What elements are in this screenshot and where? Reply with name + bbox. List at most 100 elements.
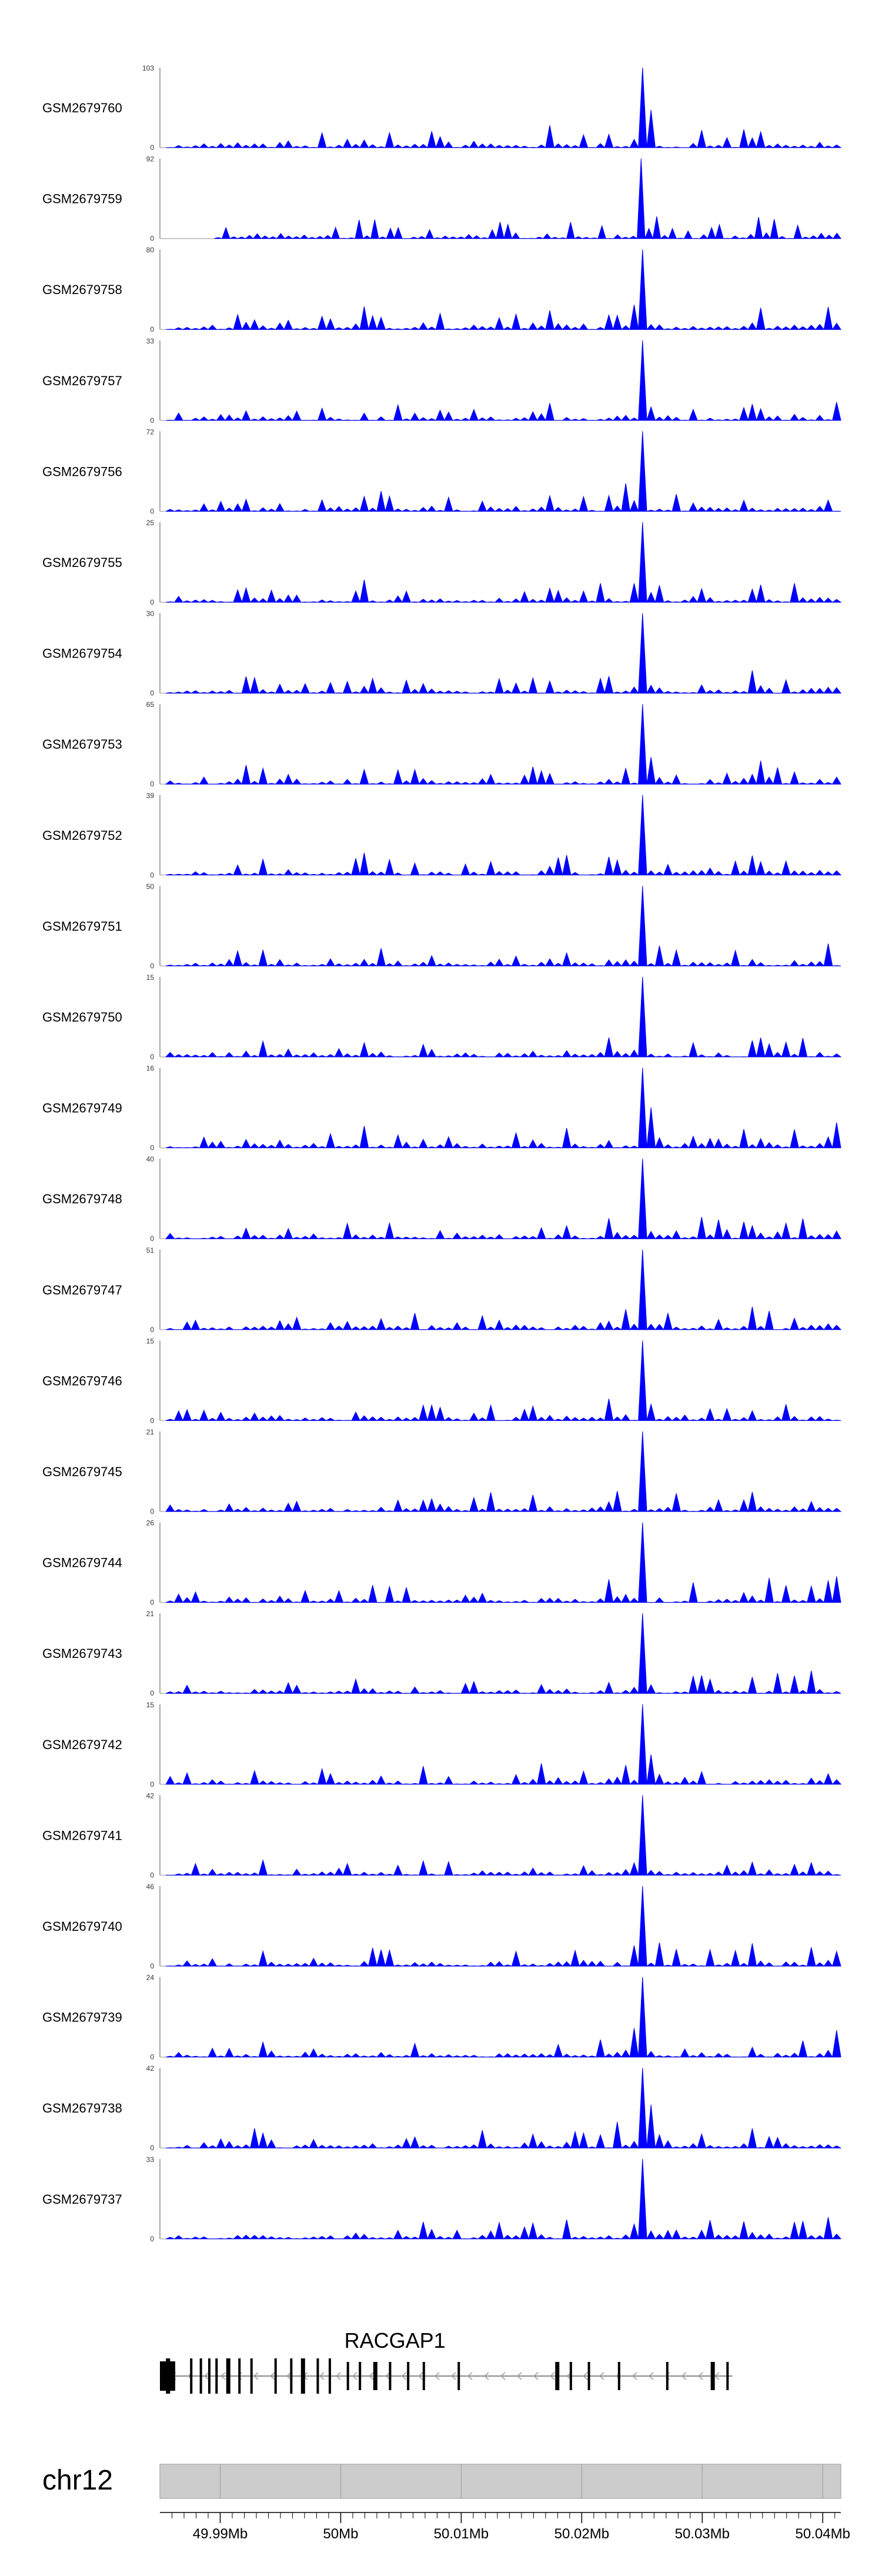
exon bbox=[726, 2362, 729, 2390]
exon bbox=[208, 2358, 211, 2394]
track-ymin-label: 0 bbox=[150, 1962, 154, 1970]
track-label: GSM2679741 bbox=[42, 1828, 122, 1843]
strand-arrow bbox=[253, 2372, 259, 2380]
track-GSM2679757: GSM2679757 33 0 bbox=[42, 337, 841, 425]
exon bbox=[555, 2362, 560, 2390]
exon bbox=[274, 2358, 277, 2394]
chromosome-ideogram: chr12 bbox=[42, 2464, 841, 2499]
track-ymin-label: 0 bbox=[150, 689, 154, 698]
strand-arrow bbox=[599, 2372, 604, 2380]
exon bbox=[587, 2362, 590, 2390]
coverage-area bbox=[166, 613, 842, 695]
track-label: GSM2679758 bbox=[42, 282, 122, 297]
track-ymin-label: 0 bbox=[150, 780, 154, 788]
coverage-area bbox=[166, 2068, 841, 2150]
track-ymax-label: 46 bbox=[146, 1883, 155, 1891]
track-ymax-label: 33 bbox=[146, 2155, 155, 2164]
strand-arrow bbox=[352, 2372, 358, 2380]
exon bbox=[710, 2362, 715, 2390]
track-ymin-label: 0 bbox=[150, 962, 154, 970]
coverage-area bbox=[165, 976, 842, 1058]
track-label: GSM2679742 bbox=[42, 1737, 122, 1752]
strand-arrow bbox=[385, 2372, 390, 2380]
strand-arrow bbox=[450, 2372, 456, 2380]
track-GSM2679758: GSM2679758 80 0 bbox=[42, 246, 841, 333]
track-ymax-label: 65 bbox=[146, 700, 155, 709]
track-GSM2679747: GSM2679747 51 0 bbox=[42, 1246, 842, 1334]
track-label: GSM2679737 bbox=[42, 2192, 122, 2207]
strand-arrow bbox=[697, 2372, 703, 2380]
strand-arrow bbox=[549, 2372, 555, 2380]
exon bbox=[300, 2358, 305, 2394]
strand-arrow bbox=[582, 2372, 588, 2380]
track-ymax-label: 21 bbox=[146, 1610, 155, 1618]
track-label: GSM2679740 bbox=[42, 1919, 122, 1934]
strand-arrow bbox=[417, 2372, 423, 2380]
track-label: GSM2679754 bbox=[42, 646, 122, 661]
strand-arrow bbox=[681, 2372, 687, 2380]
exon bbox=[316, 2358, 319, 2394]
track-label: GSM2679748 bbox=[42, 1192, 122, 1206]
track-GSM2679745: GSM2679745 21 0 bbox=[42, 1428, 842, 1516]
strand-arrow bbox=[533, 2372, 539, 2380]
coverage-area bbox=[165, 704, 841, 786]
coverage-area bbox=[166, 1340, 841, 1422]
coverage-area bbox=[166, 795, 842, 876]
coverage-area bbox=[165, 1704, 842, 1786]
coverage-area bbox=[166, 249, 841, 331]
track-label: GSM2679746 bbox=[42, 1373, 122, 1388]
track-ymin-label: 0 bbox=[150, 1053, 154, 1061]
track-ymax-label: 92 bbox=[146, 155, 155, 163]
coverage-area bbox=[166, 1522, 841, 1603]
track-GSM2679749: GSM2679749 16 0 bbox=[42, 1065, 841, 1152]
track-GSM2679744: GSM2679744 26 0 bbox=[42, 1519, 841, 1607]
track-GSM2679754: GSM2679754 30 0 bbox=[42, 610, 842, 698]
exon bbox=[359, 2362, 362, 2390]
track-ymin-label: 0 bbox=[150, 416, 154, 425]
strand-arrow bbox=[516, 2372, 522, 2380]
track-ymin-label: 0 bbox=[150, 2235, 154, 2243]
track-label: GSM2679747 bbox=[42, 1283, 122, 1297]
strand-arrow bbox=[319, 2372, 325, 2380]
x-tick-label: 50.02Mb bbox=[554, 2526, 609, 2542]
exon bbox=[617, 2362, 620, 2390]
track-ymax-label: 80 bbox=[146, 246, 155, 254]
exon bbox=[250, 2358, 253, 2394]
strand-arrow bbox=[401, 2372, 407, 2380]
track-label: GSM2679759 bbox=[42, 192, 122, 206]
track-ymin-label: 0 bbox=[150, 2053, 154, 2061]
coverage-area bbox=[165, 1431, 842, 1513]
coverage-area bbox=[165, 1159, 841, 1240]
track-GSM2679759: GSM2679759 92 0 bbox=[42, 155, 841, 243]
track-label: GSM2679745 bbox=[42, 1464, 122, 1479]
strand-arrow bbox=[483, 2372, 489, 2380]
track-ymin-label: 0 bbox=[150, 2144, 154, 2152]
strand-arrow bbox=[434, 2372, 440, 2380]
exon bbox=[666, 2362, 669, 2390]
track-GSM2679739: GSM2679739 24 0 bbox=[42, 1974, 841, 2061]
track-label: GSM2679753 bbox=[42, 737, 122, 752]
track-GSM2679737: GSM2679737 33 0 bbox=[42, 2155, 842, 2243]
exon bbox=[373, 2362, 377, 2390]
strand-arrow bbox=[632, 2372, 637, 2380]
exon bbox=[457, 2362, 460, 2390]
track-ymax-label: 42 bbox=[146, 1791, 155, 1800]
track-label: GSM2679744 bbox=[42, 1556, 122, 1570]
coverage-area bbox=[165, 431, 841, 513]
track-ymin-label: 0 bbox=[150, 144, 154, 152]
x-tick-label: 49.99Mb bbox=[193, 2526, 248, 2542]
strand-arrow bbox=[467, 2372, 473, 2380]
strand-arrow bbox=[714, 2372, 720, 2380]
strand-arrow bbox=[368, 2372, 374, 2380]
exon bbox=[328, 2358, 331, 2394]
x-tick-label: 50.01Mb bbox=[434, 2526, 489, 2542]
exon bbox=[226, 2358, 230, 2394]
track-ymin-label: 0 bbox=[150, 1689, 154, 1697]
exon bbox=[389, 2362, 392, 2390]
track-GSM2679740: GSM2679740 46 0 bbox=[42, 1883, 841, 1970]
genomic-x-axis: 49.99Mb 50Mb 50.01Mb 50.02Mb 50.03Mb 50.04Mb bbox=[160, 2464, 850, 2542]
track-ymax-label: 16 bbox=[146, 1065, 155, 1073]
track-GSM2679742: GSM2679742 15 0 bbox=[42, 1701, 842, 1788]
x-tick-label: 50.04Mb bbox=[796, 2526, 850, 2542]
